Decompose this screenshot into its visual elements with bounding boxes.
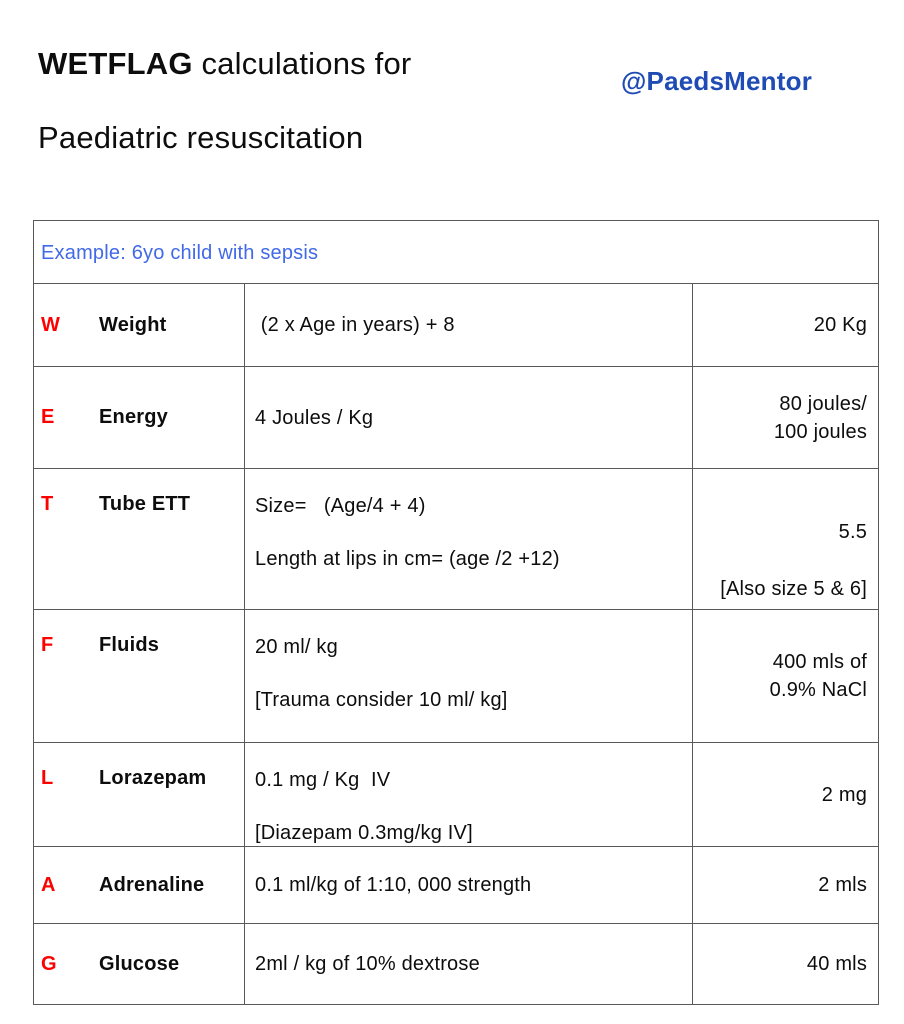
result-cell: 2 mg bbox=[691, 742, 880, 847]
table-row: A Adrenaline 0.1 ml/kg of 1:10, 000 stren… bbox=[33, 846, 880, 924]
page-title-rest: calculations for bbox=[192, 46, 412, 81]
mnemonic-letter: A bbox=[41, 873, 56, 896]
mnemonic-letter: T bbox=[41, 493, 54, 515]
result-value: 2 mls bbox=[818, 874, 868, 896]
result-value: 0.9% NaCl bbox=[769, 679, 868, 701]
author-handle: @PaedsMentor bbox=[621, 66, 813, 96]
result-cell: 80 joules/ 100 joules bbox=[691, 366, 880, 469]
table-row: L Lorazepam 0.1 mg / Kg IV [Diazepam 0.3m… bbox=[33, 742, 880, 847]
formula-line: Size= (Age/4 + 4) bbox=[255, 495, 426, 517]
page-title: WETFLAG calculations for bbox=[38, 46, 411, 82]
formula-line: [Diazepam 0.3mg/kg IV] bbox=[255, 822, 473, 844]
formula-line: Length at lips in cm= (age /2 +12) bbox=[255, 548, 560, 570]
result-cell: 40 mls bbox=[691, 923, 880, 1005]
result-value: 400 mls of bbox=[772, 651, 868, 673]
parameter-name: Lorazepam bbox=[99, 767, 207, 789]
result-value: 80 joules/ bbox=[779, 392, 868, 415]
table-row: T Tube ETT Size= (Age/4 + 4) Length at li… bbox=[33, 468, 880, 610]
formula-line: 2ml / kg of 10% dextrose bbox=[255, 953, 480, 975]
formula-cell: Size= (Age/4 + 4) Length at lips in cm= … bbox=[244, 468, 693, 610]
formula-line: [Trauma consider 10 ml/ kg] bbox=[255, 689, 508, 711]
result-value: 20 Kg bbox=[813, 314, 868, 336]
table-row: F Fluids 20 ml/ kg [Trauma consider 10 ml… bbox=[33, 609, 880, 743]
parameter-name: Adrenaline bbox=[99, 873, 205, 896]
mnemonic-letter: F bbox=[41, 634, 54, 656]
mnemonic-letter: G bbox=[41, 952, 57, 975]
row-label-cell: L Lorazepam bbox=[33, 742, 245, 847]
formula-line: 0.1 mg / Kg IV bbox=[255, 769, 391, 791]
result-value: 40 mls bbox=[806, 953, 868, 975]
row-label-cell: G Glucose bbox=[33, 923, 245, 1005]
formula-cell: 2ml / kg of 10% dextrose bbox=[244, 923, 693, 1005]
result-value: 5.5 bbox=[838, 521, 868, 543]
formula-cell: 4 Joules / Kg bbox=[244, 366, 693, 469]
mnemonic-letter: W bbox=[41, 313, 60, 336]
parameter-name: Weight bbox=[99, 313, 167, 336]
formula-line: 0.1 ml/kg of 1:10, 000 strength bbox=[255, 874, 532, 896]
formula-line: 20 ml/ kg bbox=[255, 636, 338, 658]
parameter-name: Tube ETT bbox=[99, 493, 191, 515]
example-header: Example: 6yo child with sepsis bbox=[32, 220, 880, 284]
parameter-name: Glucose bbox=[99, 952, 180, 975]
result-cell: 20 Kg bbox=[691, 283, 880, 367]
row-label-cell: W Weight bbox=[33, 283, 245, 367]
formula-cell: 0.1 mg / Kg IV [Diazepam 0.3mg/kg IV] bbox=[244, 742, 693, 847]
row-label-cell: T Tube ETT bbox=[33, 468, 245, 610]
result-cell: 5.5 [Also size 5 & 6] bbox=[691, 468, 880, 610]
page-title-acronym: WETFLAG bbox=[38, 46, 193, 81]
wetflag-table: Example: 6yo child with sepsis W Weight (… bbox=[32, 220, 880, 1005]
formula-cell: 20 ml/ kg [Trauma consider 10 ml/ kg] bbox=[244, 609, 693, 743]
result-note: [Also size 5 & 6] bbox=[720, 578, 868, 600]
formula-cell: 0.1 ml/kg of 1:10, 000 strength bbox=[244, 846, 693, 924]
row-label-cell: A Adrenaline bbox=[33, 846, 245, 924]
page-subtitle: Paediatric resuscitation bbox=[38, 120, 364, 155]
formula-cell: (2 x Age in years) + 8 bbox=[244, 283, 693, 367]
row-label-cell: E Energy bbox=[33, 366, 245, 469]
result-value: 2 mg bbox=[821, 783, 868, 806]
result-value: 100 joules bbox=[773, 420, 868, 443]
result-cell: 2 mls bbox=[691, 846, 880, 924]
table-row: E Energy 4 Joules / Kg 80 joules/ 100 jou… bbox=[33, 366, 880, 469]
table-header-row: Example: 6yo child with sepsis bbox=[32, 220, 880, 284]
parameter-name: Energy bbox=[99, 406, 169, 428]
mnemonic-letter: L bbox=[41, 767, 54, 789]
result-cell: 400 mls of 0.9% NaCl bbox=[691, 609, 880, 743]
parameter-name: Fluids bbox=[99, 634, 160, 656]
mnemonic-letter: E bbox=[41, 406, 55, 428]
formula-line: (2 x Age in years) + 8 bbox=[255, 314, 455, 336]
table-row: W Weight (2 x Age in years) + 8 20 Kg bbox=[33, 283, 880, 367]
formula-line: 4 Joules / Kg bbox=[255, 406, 374, 429]
table-row: G Glucose 2ml / kg of 10% dextrose 40 mls bbox=[33, 923, 880, 1005]
row-label-cell: F Fluids bbox=[33, 609, 245, 743]
